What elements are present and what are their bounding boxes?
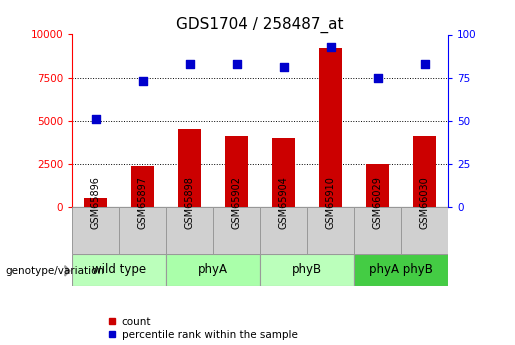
Bar — [225, 136, 248, 207]
Text: GSM65897: GSM65897 — [138, 176, 148, 229]
Point — [280, 65, 288, 70]
Text: wild type: wild type — [92, 264, 146, 276]
Text: phyB: phyB — [292, 264, 322, 276]
Text: GSM65898: GSM65898 — [184, 177, 195, 229]
Bar — [131, 166, 154, 207]
Point — [373, 75, 382, 80]
Bar — [178, 129, 201, 207]
Text: phyA: phyA — [198, 264, 228, 276]
Text: GSM65904: GSM65904 — [279, 177, 288, 229]
Bar — [72, 207, 119, 254]
Bar — [366, 164, 389, 207]
Bar — [272, 138, 295, 207]
Text: phyA phyB: phyA phyB — [369, 264, 433, 276]
Title: GDS1704 / 258487_at: GDS1704 / 258487_at — [176, 17, 344, 33]
Text: GSM66029: GSM66029 — [372, 177, 383, 229]
Point — [185, 61, 194, 67]
Bar — [354, 254, 448, 286]
Bar — [166, 207, 213, 254]
Bar — [413, 136, 436, 207]
Point — [92, 116, 100, 122]
Bar — [119, 207, 166, 254]
Bar — [213, 207, 260, 254]
Bar — [84, 198, 107, 207]
Point — [232, 61, 241, 67]
Point — [327, 44, 335, 49]
Point — [139, 78, 147, 84]
Text: GSM66030: GSM66030 — [420, 177, 430, 229]
Point — [420, 61, 428, 67]
Bar — [401, 207, 448, 254]
Bar — [72, 254, 166, 286]
Text: GSM65902: GSM65902 — [232, 176, 242, 229]
Bar — [260, 254, 354, 286]
Bar — [166, 254, 260, 286]
Text: genotype/variation: genotype/variation — [5, 266, 104, 276]
Bar — [354, 207, 401, 254]
Text: GSM65910: GSM65910 — [325, 177, 336, 229]
Text: GSM65896: GSM65896 — [91, 177, 100, 229]
Bar — [319, 48, 342, 207]
Bar — [260, 207, 307, 254]
Legend: count, percentile rank within the sample: count, percentile rank within the sample — [108, 317, 298, 340]
Bar — [307, 207, 354, 254]
